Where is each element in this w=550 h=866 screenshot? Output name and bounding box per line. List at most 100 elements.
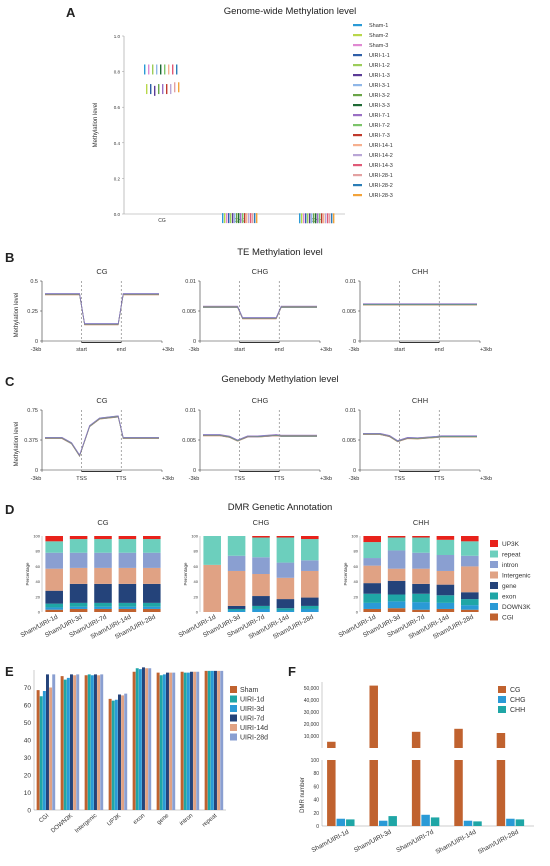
e-bar xyxy=(210,670,214,810)
a-y-tick-label: 0.4 xyxy=(114,141,121,146)
d-stack-segment xyxy=(252,537,270,558)
d-stack-segment xyxy=(276,537,295,563)
e-x-tick-label: UP3K xyxy=(106,813,122,828)
d-stack-segment xyxy=(69,583,88,603)
b-y-tick-label: 0.25 xyxy=(27,309,38,315)
b-series-line xyxy=(203,306,317,319)
e-y-tick-label: 20 xyxy=(24,773,32,780)
f-bar-lower xyxy=(369,760,378,826)
e-bar xyxy=(193,671,197,810)
e-bar xyxy=(118,694,121,810)
e-bar xyxy=(66,677,70,810)
e-bar xyxy=(132,671,136,810)
a-bar xyxy=(315,213,317,224)
f-bar xyxy=(473,821,482,826)
d-stack-segment xyxy=(363,602,381,609)
d-stack-segment xyxy=(143,606,161,609)
f-y-tick-label-lower: 0 xyxy=(316,824,319,830)
d-y-tick-label: 20 xyxy=(194,594,199,599)
f-bar-upper xyxy=(496,733,506,748)
b-subplot-title: CG xyxy=(96,267,107,276)
c-x-tick-label: +3kb xyxy=(320,476,332,482)
f-bar-upper xyxy=(369,685,378,748)
d-stack-segment xyxy=(45,568,63,591)
d-stack-segment xyxy=(387,580,406,595)
d-stack-segment xyxy=(203,564,221,612)
d-legend-label: gene xyxy=(502,583,517,590)
b-subplot-title: CHG xyxy=(252,267,269,276)
panel-a-letter: A xyxy=(66,5,76,20)
e-y-tick-label: 10 xyxy=(24,790,32,797)
a-legend-swatch xyxy=(353,144,362,147)
f-bar-lower xyxy=(454,760,463,826)
c-series-line xyxy=(45,415,159,457)
d-y-tick-label: 40 xyxy=(36,579,41,584)
d-stack-segment xyxy=(143,552,161,568)
d-stack-segment xyxy=(118,552,137,568)
a-legend-label: UIRI-28-1 xyxy=(369,173,393,179)
c-y-tick-label: 0.01 xyxy=(345,408,356,414)
a-bar xyxy=(238,213,240,224)
d-stack-segment xyxy=(227,555,246,571)
a-legend-label: UIRI-3-2 xyxy=(369,93,390,99)
d-stack-segment xyxy=(461,555,479,567)
c-series-line xyxy=(45,415,159,457)
c-x-tick-label: -3kb xyxy=(189,476,200,482)
f-y-tick-label-upper: 20,000 xyxy=(304,722,320,728)
e-y-tick-label: 30 xyxy=(24,755,32,762)
a-bar xyxy=(230,213,232,224)
d-y-tick-label: 40 xyxy=(194,579,199,584)
e-bar xyxy=(87,674,91,810)
d-legend-swatch xyxy=(490,571,498,579)
c-y-axis-label: Methylation level xyxy=(14,422,20,467)
d-stack-segment xyxy=(118,606,137,609)
d-stack-segment xyxy=(69,602,88,607)
d-stack-segment xyxy=(387,601,406,609)
b-y-tick-label: 0.005 xyxy=(342,309,356,315)
d-subplot-title: CHG xyxy=(253,518,270,527)
d-y-tick-label: 20 xyxy=(36,594,41,599)
e-bar xyxy=(156,672,160,810)
a-legend-swatch xyxy=(353,64,362,67)
d-stack-segment xyxy=(436,602,455,609)
d-stack-segment xyxy=(363,542,381,559)
c-x-tick-label: -3kb xyxy=(349,476,360,482)
d-stack-segment xyxy=(118,536,137,540)
f-y-tick-label-lower: 100 xyxy=(311,758,320,764)
a-legend-label: UIRI-1-3 xyxy=(369,73,390,79)
a-bar xyxy=(224,213,226,224)
d-stack-segment xyxy=(412,609,430,612)
d-stack-segment xyxy=(412,568,430,584)
a-bar xyxy=(226,213,228,224)
f-bar xyxy=(463,820,473,826)
d-y-tick-label: 0 xyxy=(196,610,199,615)
d-stack-segment xyxy=(252,605,270,609)
e-bar xyxy=(97,675,101,810)
d-y-tick-label: 80 xyxy=(354,549,359,554)
b-series-line xyxy=(45,294,159,325)
d-stack-segment xyxy=(301,605,319,609)
a-bar xyxy=(305,213,307,224)
b-x-tick-label: -3kb xyxy=(189,347,200,353)
a-bar xyxy=(246,213,248,224)
a-y-tick-label: 0.2 xyxy=(114,176,121,181)
panel-b-letter: B xyxy=(5,250,15,265)
d-subplot-title: CG xyxy=(97,518,108,527)
a-legend-swatch xyxy=(353,44,362,47)
f-bar xyxy=(515,819,525,826)
panel-c-letter: C xyxy=(5,374,15,389)
a-legend-swatch xyxy=(353,184,362,187)
e-bar xyxy=(172,672,176,810)
f-bar-upper xyxy=(454,728,463,748)
d-stack-segment xyxy=(143,567,161,584)
a-legend-label: UIRI-3-3 xyxy=(369,103,390,109)
a-bar xyxy=(234,213,236,224)
e-legend-label: UIRI-28d xyxy=(240,735,268,742)
d-stack-segment xyxy=(276,536,295,538)
d-y-axis-label: Percentage xyxy=(183,562,188,586)
e-y-tick-label: 40 xyxy=(24,738,32,745)
f-y-tick-label-lower: 80 xyxy=(313,771,319,777)
d-stack-segment xyxy=(227,536,246,556)
d-y-tick-label: 40 xyxy=(354,579,359,584)
